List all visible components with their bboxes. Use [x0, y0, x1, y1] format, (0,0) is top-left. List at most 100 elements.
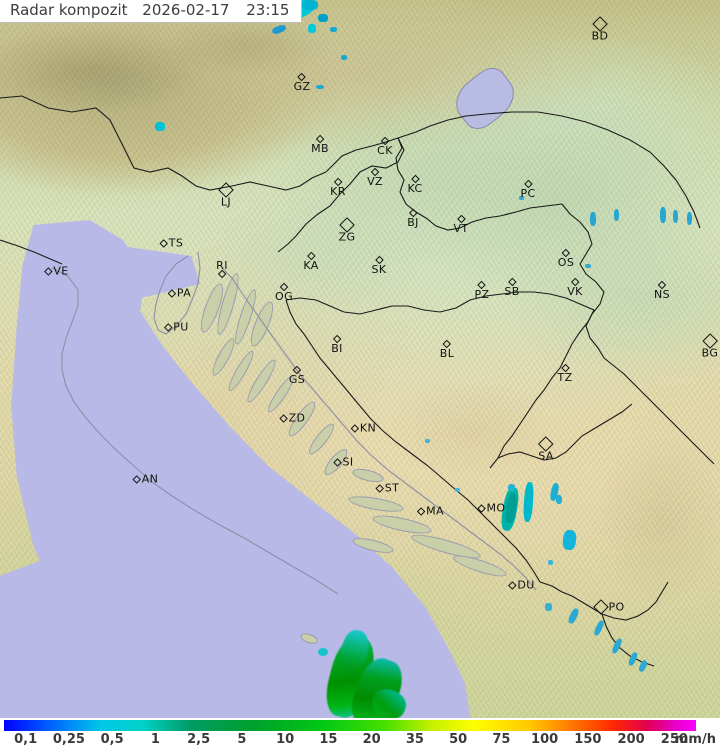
- city-marker-ka[interactable]: KA: [303, 251, 319, 272]
- city-label: AN: [141, 472, 159, 486]
- city-marker-bd[interactable]: BD: [592, 16, 609, 42]
- city-label: PC: [520, 187, 536, 200]
- border-ba-internal: [489, 309, 595, 469]
- border-at-si: [325, 137, 399, 173]
- city-label: ZD: [288, 411, 306, 425]
- city-marker-ve[interactable]: VE: [44, 264, 69, 278]
- city-diamond-icon: [132, 474, 141, 484]
- city-label: OG: [275, 290, 293, 303]
- city-marker-bj[interactable]: BJ: [407, 208, 419, 228]
- radar-echo-cell: [155, 122, 165, 131]
- city-diamond-icon: [159, 238, 168, 248]
- city-diamond-icon: [333, 457, 342, 467]
- city-marker-lj[interactable]: LJ: [218, 182, 234, 209]
- city-diamond-icon: [416, 506, 426, 516]
- legend-tick-2: 0,5: [100, 732, 124, 747]
- city-marker-sb[interactable]: SB: [504, 277, 519, 297]
- city-label: CK: [377, 144, 393, 157]
- city-marker-sk[interactable]: SK: [371, 255, 387, 276]
- radar-echo-cell: [548, 560, 553, 565]
- city-label: PU: [173, 320, 189, 334]
- city-label: PZ: [474, 288, 490, 301]
- radar-echo-cell: [316, 85, 324, 89]
- legend-tick-9: 35: [405, 732, 424, 747]
- city-label: KR: [330, 185, 346, 198]
- radar-echo-cell: [341, 55, 347, 60]
- city-label: KA: [303, 259, 319, 272]
- storm-band-wisp: [318, 648, 328, 656]
- product-title: Radar kompozit: [10, 1, 128, 19]
- city-marker-ri[interactable]: RI: [216, 259, 228, 279]
- city-label: OS: [557, 256, 575, 269]
- city-marker-pu[interactable]: PU: [164, 320, 189, 334]
- city-marker-vz[interactable]: VZ: [367, 167, 383, 187]
- city-marker-pz[interactable]: PZ: [474, 280, 490, 301]
- city-marker-bi[interactable]: BI: [331, 334, 343, 354]
- city-marker-ts[interactable]: TS: [159, 238, 184, 249]
- city-marker-og[interactable]: OG: [275, 282, 293, 303]
- city-label: VE: [53, 264, 69, 278]
- city-label: SK: [371, 263, 387, 276]
- city-label: LJ: [220, 195, 232, 209]
- city-marker-gz[interactable]: GZ: [294, 72, 311, 92]
- city-marker-mo[interactable]: MO: [477, 503, 506, 514]
- city-marker-vt[interactable]: VT: [453, 214, 468, 234]
- radar-echo-cell: [330, 27, 337, 32]
- radar-echo-cell: [590, 212, 596, 226]
- legend-tick-6: 10: [276, 732, 295, 747]
- city-label: VK: [567, 285, 583, 298]
- radar-echo-cell: [425, 439, 430, 443]
- city-marker-an[interactable]: AN: [132, 472, 159, 486]
- city-marker-kc[interactable]: KC: [407, 174, 422, 194]
- city-marker-os[interactable]: OS: [557, 248, 575, 269]
- city-marker-pa[interactable]: PA: [167, 288, 191, 299]
- observation-date: 2026-02-17: [142, 1, 230, 19]
- city-marker-ma[interactable]: MA: [416, 504, 444, 518]
- border-hr-hu: [395, 137, 563, 231]
- legend-tick-10: 50: [449, 732, 468, 747]
- city-marker-po[interactable]: PO: [593, 599, 624, 615]
- legend-tick-8: 20: [362, 732, 381, 747]
- radar-echo-layer: [155, 0, 692, 718]
- city-marker-bg[interactable]: BG: [701, 333, 719, 360]
- city-marker-kn[interactable]: KN: [350, 421, 377, 435]
- city-marker-zd[interactable]: ZD: [279, 411, 306, 425]
- legend-tick-0: 0,1: [14, 732, 38, 747]
- radar-echo-cell: [302, 0, 318, 10]
- radar-map[interactable]: BD GZ MB CK VZ KC KR PC LJ BJ VT ZG TS RI KA OS SK VE PA OG…: [0, 0, 720, 718]
- border-si-hr: [277, 137, 405, 253]
- city-label: RI: [216, 259, 228, 272]
- city-label: BG: [701, 346, 719, 360]
- city-marker-du[interactable]: DU: [508, 578, 535, 592]
- city-marker-ck[interactable]: CK: [377, 136, 393, 157]
- city-label: BL: [439, 347, 455, 360]
- city-diamond-icon: [350, 423, 360, 433]
- border-ba-hr-sava: [285, 291, 595, 315]
- political-borders: [0, 95, 715, 667]
- radar-echo-cell: [660, 207, 666, 223]
- city-marker-sa[interactable]: SA: [538, 436, 554, 462]
- border-hr-rs: [561, 203, 605, 359]
- city-label: DU: [517, 578, 535, 592]
- city-marker-vk[interactable]: VK: [567, 277, 583, 298]
- city-label: KN: [359, 421, 377, 435]
- city-marker-tz[interactable]: TZ: [557, 363, 572, 383]
- legend-tick-7: 15: [319, 732, 338, 747]
- city-marker-kr[interactable]: KR: [330, 177, 346, 198]
- city-label: ZG: [338, 230, 356, 244]
- radar-echo-cell: [308, 24, 316, 33]
- city-marker-mb[interactable]: MB: [311, 134, 329, 154]
- city-marker-bl[interactable]: BL: [439, 339, 455, 360]
- city-marker-si[interactable]: SI: [333, 457, 353, 468]
- coast-italy-east: [51, 267, 339, 595]
- city-marker-pc[interactable]: PC: [520, 179, 536, 200]
- radar-echo-cell: [318, 14, 328, 22]
- city-marker-gs[interactable]: GS: [289, 365, 305, 385]
- city-marker-zg[interactable]: ZG: [338, 217, 356, 244]
- city-label: MA: [426, 504, 444, 518]
- city-marker-ns[interactable]: NS: [654, 280, 670, 300]
- border-ba-hr-dinarides: [285, 299, 541, 583]
- legend-tick-11: 75: [492, 732, 511, 747]
- city-marker-st[interactable]: ST: [375, 483, 400, 494]
